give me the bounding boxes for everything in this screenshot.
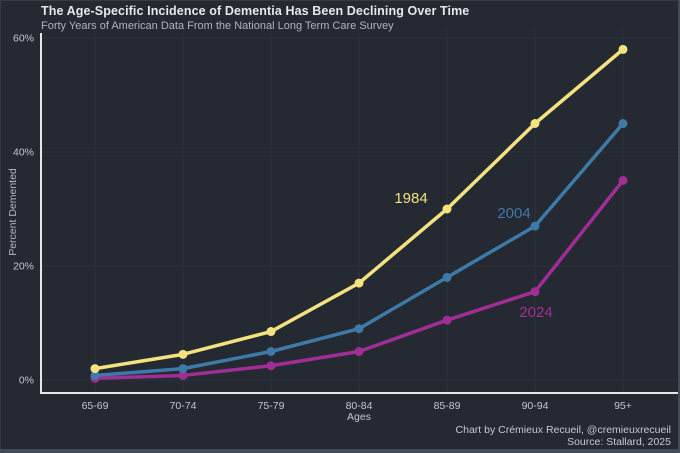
y-axis-title: Percent Demented bbox=[7, 168, 19, 256]
series-point-2004-95+ bbox=[618, 119, 628, 128]
x-tick-label: 65-69 bbox=[82, 400, 109, 412]
series-point-2024-70-74 bbox=[178, 370, 188, 380]
x-tick-label: 80-84 bbox=[346, 400, 373, 412]
y-tick-label: 60% bbox=[13, 33, 34, 45]
y-tick-label: 0% bbox=[19, 375, 34, 387]
chart-title: The Age-Specific Incidence of Dementia H… bbox=[41, 4, 470, 18]
series-point-1984-80-84 bbox=[354, 278, 364, 288]
x-tick-label: 70-74 bbox=[170, 400, 197, 412]
x-tick-label: 75-79 bbox=[258, 400, 285, 412]
series-point-2024-75-79 bbox=[266, 361, 276, 371]
series-point-2004-90-94 bbox=[530, 221, 540, 231]
x-tick-label: 85-89 bbox=[434, 400, 461, 412]
chart-subtitle: Forty Years of American Data From the Na… bbox=[41, 20, 394, 32]
series-point-2024-85-89 bbox=[442, 315, 452, 325]
x-tick-label: 90-94 bbox=[522, 400, 549, 412]
series-point-2024-95+ bbox=[618, 176, 628, 185]
series-point-2004-85-89 bbox=[442, 272, 452, 282]
frame-right-edge bbox=[678, 0, 680, 453]
series-point-1984-70-74 bbox=[178, 349, 188, 359]
series-point-2024-80-84 bbox=[354, 347, 364, 356]
series-point-1984-85-89 bbox=[442, 204, 452, 214]
series-label-2024: 2024 bbox=[519, 304, 552, 321]
credit-source: Source: Stallard, 2025 bbox=[567, 435, 671, 448]
y-tick-label: 20% bbox=[13, 261, 34, 273]
series-point-2004-75-79 bbox=[266, 347, 276, 356]
x-tick-label: 95+ bbox=[614, 400, 632, 412]
series-point-2004-70-74 bbox=[178, 364, 188, 374]
series-point-2004-65-69 bbox=[90, 370, 100, 380]
x-axis-title: Ages bbox=[347, 411, 371, 423]
series-point-1984-90-94 bbox=[530, 119, 540, 128]
credit-byline: Chart by Crémieux Recueil, @cremieuxrecu… bbox=[455, 424, 671, 436]
series-point-2004-80-84 bbox=[354, 324, 364, 334]
frame-bottom-edge bbox=[0, 449, 680, 453]
series-point-1984-65-69 bbox=[90, 364, 100, 374]
series-label-2004: 2004 bbox=[497, 205, 530, 222]
y-tick-label: 40% bbox=[13, 147, 34, 159]
series-point-2024-90-94 bbox=[530, 287, 540, 297]
series-label-1984: 1984 bbox=[394, 190, 427, 207]
series-point-1984-95+ bbox=[618, 44, 628, 54]
series-point-1984-75-79 bbox=[266, 327, 276, 337]
credits: Chart by Crémieux Recueil, @cremieuxrecu… bbox=[455, 424, 671, 448]
